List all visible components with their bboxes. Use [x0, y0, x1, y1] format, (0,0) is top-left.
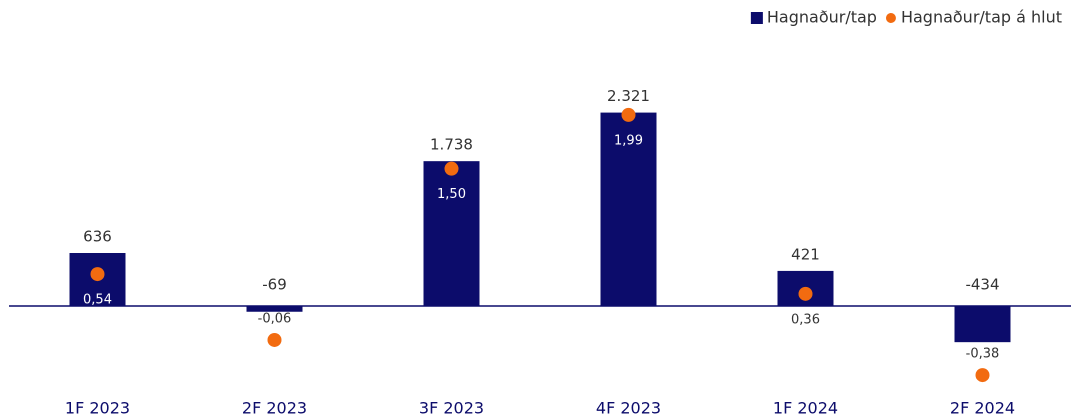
dot-value-label: 1,50 — [437, 187, 466, 202]
dot-value-label: 0,36 — [791, 312, 820, 327]
dot — [90, 267, 105, 282]
x-tick-label: 2F 2024 — [950, 399, 1015, 418]
bar-value-label: 1.738 — [430, 136, 473, 154]
bar-value-label: 2.321 — [607, 87, 650, 105]
bar — [246, 306, 303, 312]
x-tick-label: 2F 2023 — [242, 399, 307, 418]
bar-value-label: 421 — [791, 245, 820, 263]
x-tick-label: 4F 2023 — [596, 399, 661, 418]
dot — [798, 286, 813, 301]
dot — [975, 368, 990, 383]
dot-value-label: 0,54 — [83, 293, 112, 308]
x-tick-label: 3F 2023 — [419, 399, 484, 418]
bar — [954, 306, 1011, 343]
legend-label: Hagnaður/tap á hlut — [901, 8, 1062, 27]
bar-value-label: -434 — [965, 276, 999, 294]
legend-swatch — [750, 12, 763, 24]
bar-value-label: 636 — [83, 228, 112, 246]
legend-dot — [885, 13, 896, 23]
dot-value-label: -0,38 — [966, 347, 1000, 362]
dot — [621, 107, 636, 122]
bar — [423, 161, 480, 306]
dot-value-label: 1,99 — [614, 133, 643, 148]
dot-value-label: -0,06 — [258, 311, 292, 326]
x-tick-label: 1F 2023 — [65, 399, 130, 418]
dot — [267, 332, 282, 347]
x-tick-label: 1F 2024 — [773, 399, 838, 418]
legend-label: Hagnaður/tap — [767, 8, 877, 27]
dot — [444, 161, 459, 176]
bar — [600, 112, 657, 306]
bar-value-label: -69 — [262, 276, 287, 294]
